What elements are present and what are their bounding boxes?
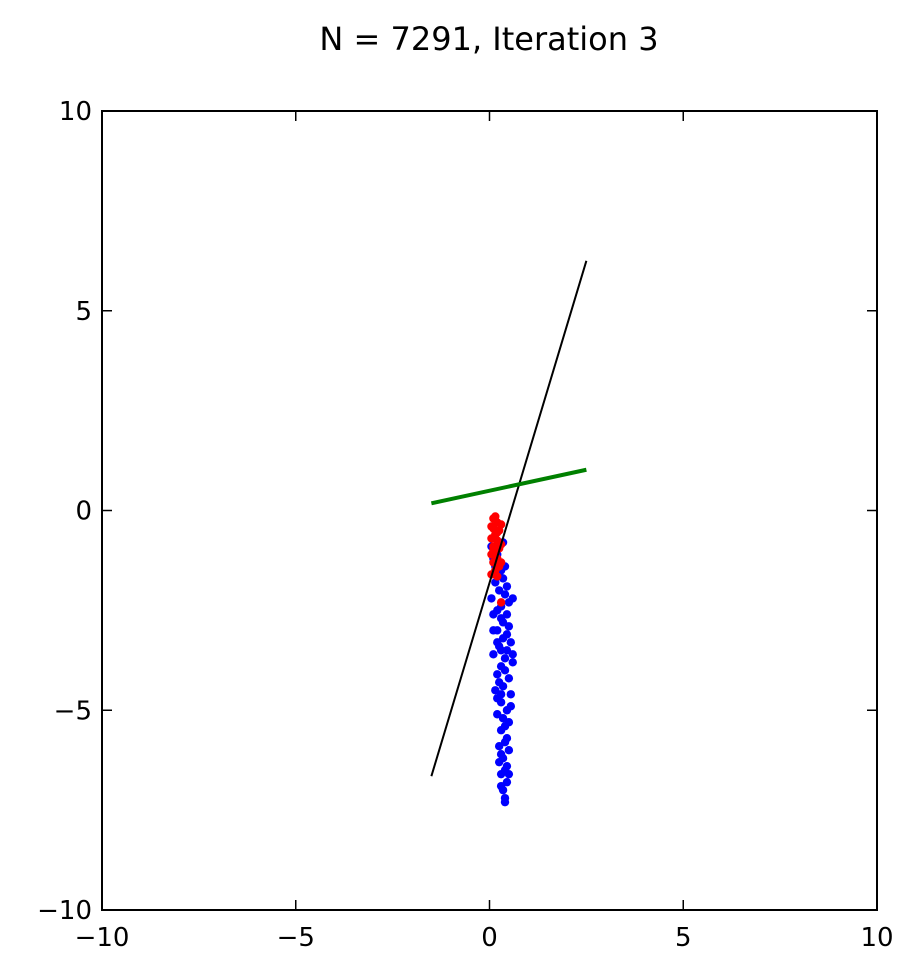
class-red-cluster-point-20 [496,558,506,567]
x-tick-label-3: 5 [675,923,692,953]
y-tick-label-0: −10 [37,896,92,926]
class-blue-cluster-point-47 [498,714,508,723]
green-line [430,467,587,506]
class-red-cluster-point-21 [493,528,502,537]
plot-frame [101,110,878,911]
class-blue-cluster-point-65 [493,638,502,647]
black-line [430,260,588,777]
class-blue-cluster-point-64 [500,765,510,775]
class-red-cluster-point-24 [496,598,506,607]
class-blue-cluster-point-46 [500,738,510,747]
x-tick-label-2: 0 [481,923,498,953]
class-blue-cluster-point-62 [500,722,510,731]
class-blue-cluster-point-8 [487,594,496,603]
y-tick-label-2: 0 [75,497,92,527]
class-blue-cluster-point-69 [493,694,502,703]
class-blue-cluster-point-60 [500,666,510,675]
class-blue-cluster-point-35 [504,746,514,755]
class-blue-cluster-point-27 [506,690,516,699]
class-blue-cluster-point-68 [489,626,498,635]
class-blue-cluster-point-19 [489,650,498,659]
class-blue-cluster-point-43 [496,781,506,791]
class-blue-cluster-point-45 [494,757,504,767]
y-tick-label-1: −5 [54,696,92,726]
class-blue-cluster-point-9 [502,582,512,591]
class-blue-cluster-point-54 [500,590,510,599]
chart-title: N = 7291, Iteration 3 [319,20,658,58]
class-blue-cluster-point-42 [500,797,510,807]
class-red-cluster-point-22 [489,546,498,555]
class-blue-cluster-point-15 [508,594,517,603]
class-blue-cluster-point-59 [496,646,506,655]
class-red-cluster-point-17 [487,522,496,531]
class-blue-cluster-point-48 [506,702,516,711]
plot-layer [430,260,588,807]
class-blue-cluster-point-24 [504,674,514,683]
class-blue-cluster-point-22 [508,658,517,667]
class-blue-cluster-point-58 [502,610,512,619]
class-blue-cluster-point-49 [494,678,504,687]
class-blue-cluster-point-18 [506,638,516,647]
class-red-cluster-point-16 [496,520,506,529]
class-blue-cluster-point-53 [493,606,502,615]
x-tick-label-4: 10 [860,923,893,953]
x-tick-label-0: −10 [75,923,130,953]
class-blue-cluster-point-66 [504,622,514,631]
y-tick-label-4: 10 [59,97,92,127]
class-blue-cluster-point-63 [496,749,506,759]
axes-layer: −10 −5 0 5 10 −10 −5 0 5 10 [37,97,893,953]
x-tick-label-1: −5 [277,923,315,953]
class-blue-cluster-point-20 [500,654,510,663]
class-red-cluster-point-23 [493,572,502,581]
y-tick-label-3: 5 [75,297,92,327]
class-blue-cluster-point-67 [508,650,517,659]
class-blue-cluster-point-23 [493,670,502,679]
